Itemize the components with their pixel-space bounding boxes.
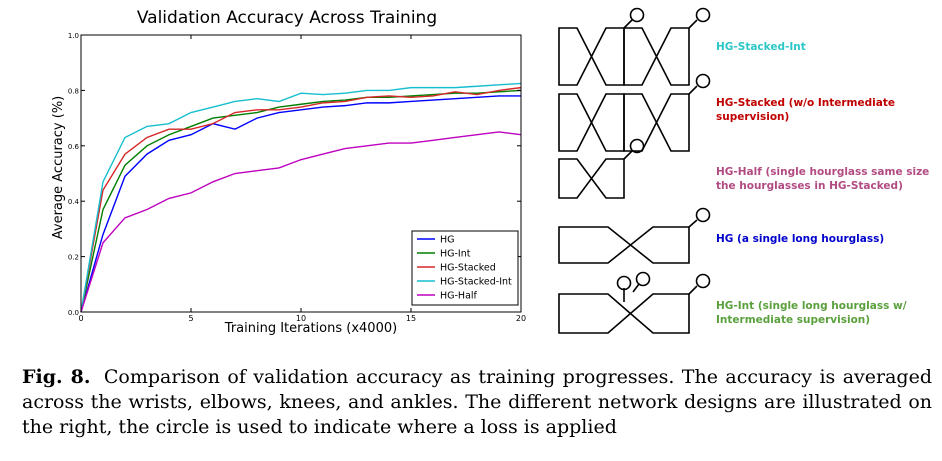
y-axis-label: Average Accuracy (%) <box>51 96 66 240</box>
loss-circle <box>629 7 645 23</box>
legend-entry-hg: HG <box>440 235 455 246</box>
loss-connector <box>688 219 698 228</box>
figure-label: Fig. 8. <box>22 366 91 388</box>
y-tick-label: 0.2 <box>68 254 79 262</box>
loss-connector <box>623 19 633 29</box>
hourglass-stacked-int-1 <box>558 27 625 86</box>
x-tick-label: 0 <box>78 314 83 323</box>
series-line-hg-half <box>80 131 522 313</box>
legend-entry-hg-stacked-int: HG-Stacked-Int <box>440 277 512 288</box>
legend-entry-hg-half: HG-Half <box>440 291 478 302</box>
legend-entry-hg-int: HG-Int <box>440 249 471 260</box>
y-tick-label: 0.0 <box>68 309 79 317</box>
x-tick-label: 10 <box>296 314 306 323</box>
loss-connector <box>623 150 633 160</box>
x-tick-label: 20 <box>516 314 526 323</box>
y-tick-label: 1.0 <box>68 32 79 40</box>
loss-circle <box>635 271 651 287</box>
y-tick-label: 0.4 <box>68 198 80 206</box>
y-tick-label: 0.8 <box>68 87 79 95</box>
loss-connector <box>632 283 640 293</box>
x-tick-label: 5 <box>188 314 193 323</box>
loss-circle <box>695 73 711 89</box>
series-line-hg-stacked <box>80 86 522 313</box>
caption-text: Comparison of validation accuracy as tra… <box>22 366 932 438</box>
x-axis-label: Training Iterations (x4000) <box>224 321 397 336</box>
loss-circle <box>695 7 711 23</box>
loss-connector <box>688 285 698 295</box>
loss-connector <box>688 85 698 95</box>
loss-circle <box>629 138 645 154</box>
figure-caption: Fig. 8. Comparison of validation accurac… <box>22 365 932 440</box>
legend-entry-hg-stacked: HG-Stacked <box>440 263 496 274</box>
x-tick-label: 15 <box>406 314 416 323</box>
series-line-hg <box>80 95 521 313</box>
chart-title: Validation Accuracy Across Training <box>137 8 437 28</box>
loss-circle <box>695 273 711 289</box>
network-design-diagrams <box>558 7 711 334</box>
legend-box <box>411 230 519 306</box>
hourglass-half <box>558 158 625 199</box>
series-line-hg-stacked-int <box>80 82 522 313</box>
design-label-hg-stacked-int: HG-Stacked-Int <box>716 41 806 53</box>
design-label-hg-half: HG-Half (single hourglass same size the … <box>716 166 930 192</box>
design-label-hg-int: HG-Int (single long hourglass w/ Interme… <box>716 300 907 326</box>
loss-circle <box>695 207 711 223</box>
legend: HG HG-Int HG-Stacked HG-Stacked-Int HG-Half <box>411 230 519 306</box>
loss-circle <box>616 275 632 291</box>
design-label-hg: HG (a single long hourglass) <box>716 233 885 245</box>
hourglass-stacked-2 <box>623 93 690 152</box>
hourglass-long <box>558 226 690 264</box>
loss-connector <box>688 19 698 29</box>
accuracy-line-chart: Validation Accuracy Across Training 0 5 10 1… <box>51 8 526 336</box>
y-tick-label: 0.6 <box>68 143 80 151</box>
hourglass-stacked-1 <box>558 93 625 152</box>
design-label-hg-stacked: HG-Stacked (w/o Intermediate supervision… <box>716 97 895 123</box>
hourglass-stacked-int-2 <box>623 27 690 86</box>
